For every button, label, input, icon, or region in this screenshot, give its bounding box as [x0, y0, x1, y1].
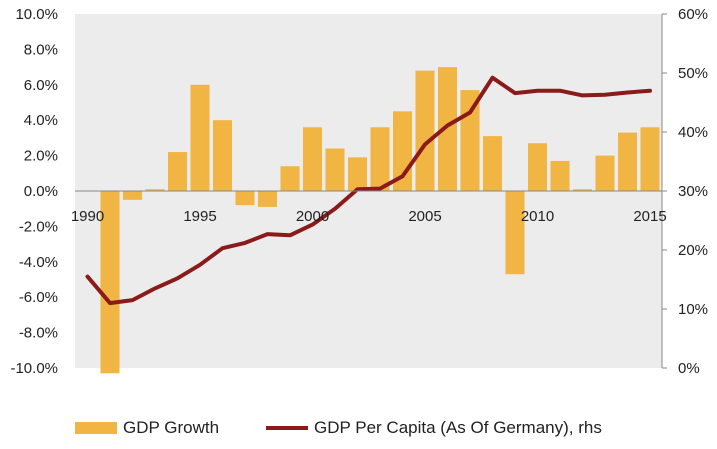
gdp-growth-bar	[213, 120, 232, 191]
gdp-growth-bar	[123, 191, 142, 200]
left-tick-label: 4.0%	[24, 112, 58, 129]
gdp-growth-bar	[325, 148, 345, 191]
legend-label-gdp-growth: GDP Growth	[123, 418, 220, 437]
gdp-growth-bar	[168, 152, 187, 191]
gdp-growth-bar	[415, 70, 435, 191]
gdp-growth-bar	[438, 67, 457, 191]
legend-label-gdp-per-capita: GDP Per Capita (As Of Germany), rhs	[314, 418, 602, 437]
gdp-growth-bar	[348, 157, 367, 191]
right-tick-label: 0%	[678, 360, 700, 377]
right-tick-label: 10%	[678, 301, 708, 318]
legend-item-gdp-growth: GDP Growth	[75, 418, 219, 438]
x-tick-label: 1990	[71, 208, 104, 225]
gdp-growth-bar	[640, 127, 660, 191]
left-tick-label: 0.0%	[24, 183, 58, 200]
left-tick-label: 2.0%	[24, 148, 58, 165]
gdp-growth-bar	[370, 127, 390, 191]
right-tick-label: 60%	[678, 6, 708, 23]
legend-swatch-line	[266, 426, 308, 430]
left-tick-label: 8.0%	[24, 41, 58, 58]
right-axis-ticks: 60% 50% 40% 30% 20% 10% 0%	[662, 6, 708, 377]
gdp-growth-bar	[235, 191, 255, 206]
line-series	[85, 75, 652, 306]
legend-swatch-bar	[75, 422, 117, 434]
x-tick-label: 2005	[408, 208, 441, 225]
gdp-growth-bar	[618, 132, 637, 191]
legend-item-gdp-per-capita: GDP Per Capita (As Of Germany), rhs	[266, 418, 602, 438]
gdp-growth-bar	[280, 166, 300, 191]
right-tick-label: 50%	[678, 65, 708, 82]
x-tick-label: 2015	[633, 208, 666, 225]
x-axis-ticks: 1990 1995 2000 2005 2010 2015	[71, 208, 667, 225]
left-tick-label: 10.0%	[15, 6, 58, 23]
left-tick-label: -6.0%	[19, 289, 58, 306]
gdp-growth-bar	[258, 191, 277, 207]
x-tick-label: 1995	[183, 208, 216, 225]
right-tick-label: 30%	[678, 183, 708, 200]
left-tick-label: -2.0%	[19, 218, 58, 235]
legend: GDP Growth GDP Per Capita (As Of Germany…	[0, 418, 717, 442]
right-tick-label: 20%	[678, 242, 708, 259]
left-tick-label: 6.0%	[24, 77, 58, 94]
left-tick-label: -4.0%	[19, 254, 58, 271]
gdp-growth-bar	[483, 136, 502, 191]
left-tick-label: -8.0%	[19, 325, 58, 342]
x-tick-label: 2010	[521, 208, 554, 225]
left-axis-ticks: 10.0% 8.0% 6.0% 4.0% 2.0% 0.0% -2.0% -4.0% -6.0%…	[10, 6, 58, 377]
left-tick-label: -10.0%	[10, 360, 58, 377]
gdp-growth-bar	[190, 84, 210, 191]
right-tick-label: 40%	[678, 124, 708, 141]
gdp-growth-bar	[573, 189, 592, 191]
x-tick-label: 2000	[296, 208, 329, 225]
gdp-growth-bar	[145, 189, 165, 191]
gdp-growth-bar	[303, 127, 322, 191]
gdp-growth-bar	[100, 191, 120, 374]
gdp-growth-bar	[550, 160, 570, 191]
gdp-growth-bar	[528, 143, 547, 191]
gdp-growth-bar	[505, 191, 525, 275]
gdp-growth-bar	[595, 155, 615, 191]
gdp-per-capita-line	[85, 75, 652, 306]
